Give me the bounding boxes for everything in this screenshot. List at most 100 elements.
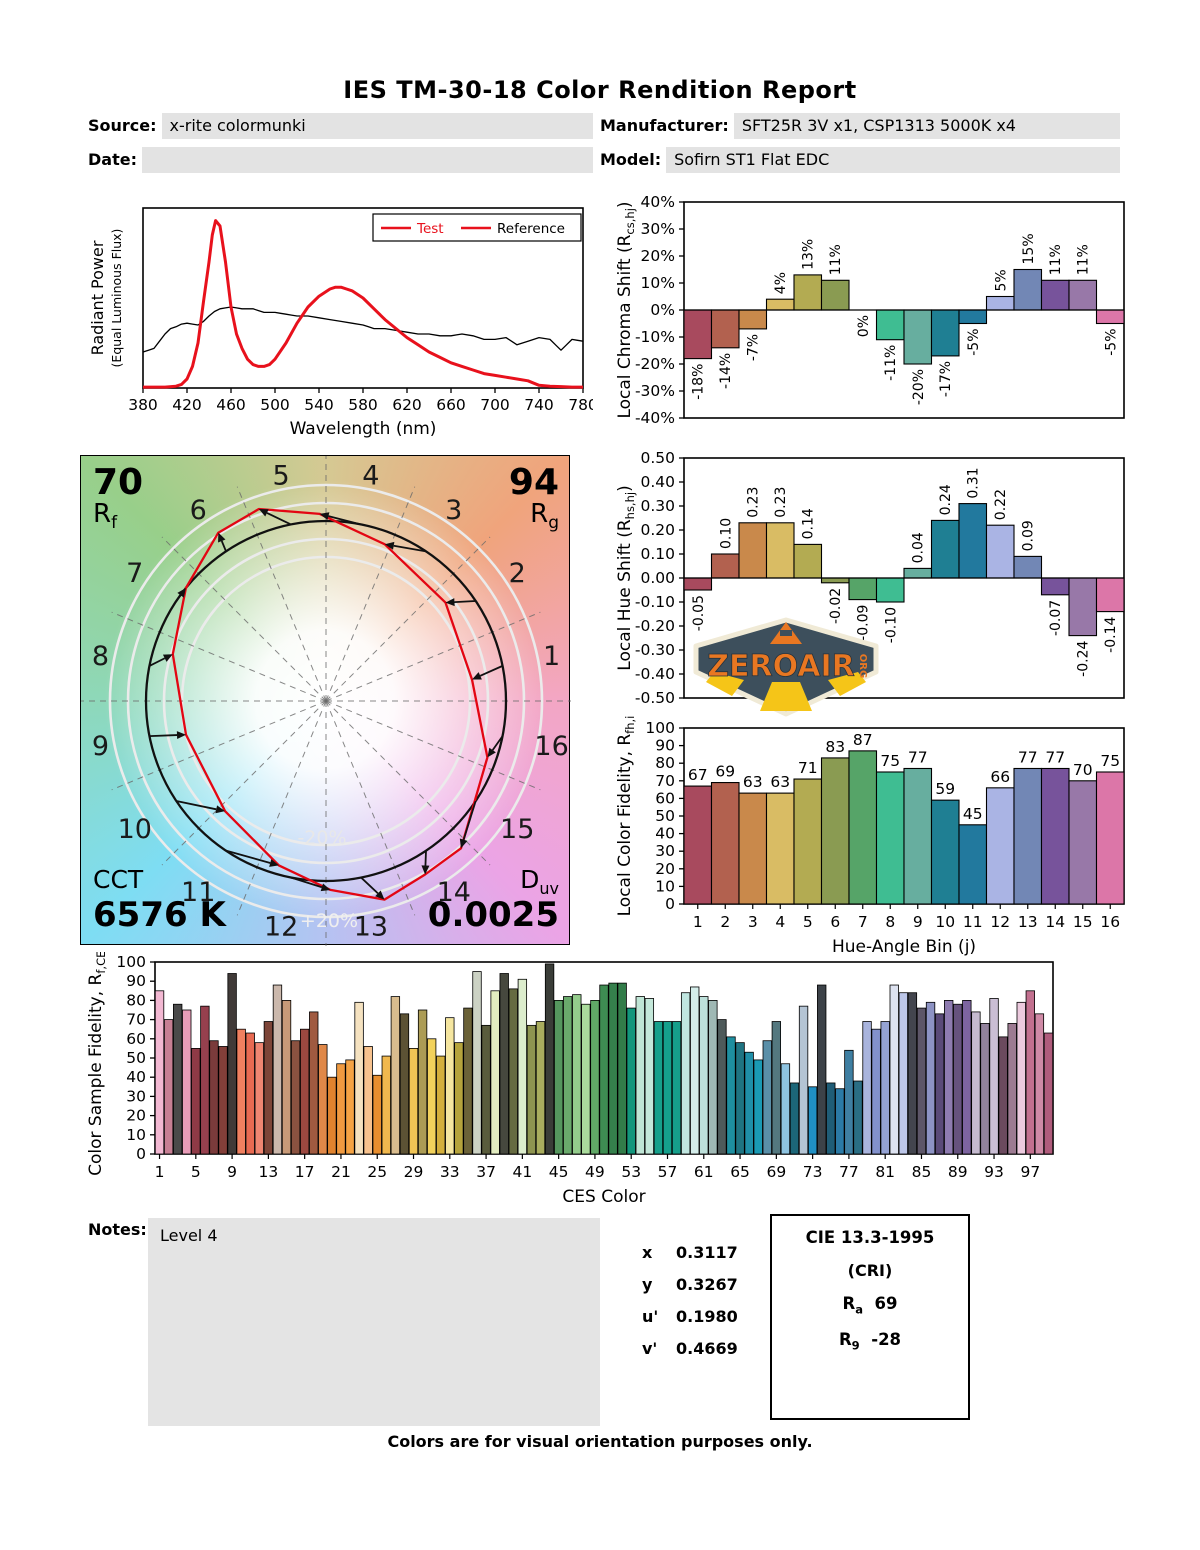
bar-value-label: 5%: [993, 269, 1009, 291]
bar: [1040, 767, 1070, 905]
cri-subtitle: (CRI): [847, 1261, 893, 1280]
bar: [875, 309, 905, 341]
x-tick-label: 25: [367, 1163, 387, 1181]
r9-value: -28: [871, 1330, 902, 1350]
bar: [930, 519, 960, 579]
bar: [765, 792, 795, 905]
bar-value-label: -7%: [746, 334, 762, 361]
shift-arrow: [462, 800, 477, 840]
x-tick-label: 73: [803, 1163, 823, 1181]
x-tick-label: 21: [331, 1163, 351, 1181]
shift-arrow-head: [319, 512, 330, 521]
y-tick-label: -40%: [635, 409, 675, 427]
local-chroma-shift-chart: 40% 30% 20% 10% 0% -10% -20% -30% -40% Local Chro…: [612, 188, 1200, 438]
bar: [390, 996, 401, 1155]
bin-boundary-line: [325, 486, 416, 702]
bar: [826, 1082, 836, 1155]
date-value: [141, 146, 593, 173]
model-value: Sofirn ST1 Flat EDC: [666, 146, 1120, 173]
bar: [517, 978, 528, 1155]
shift-arrow-head: [375, 890, 385, 900]
outer-ring-label: +20%: [300, 910, 358, 932]
shift-arrow: [491, 735, 504, 751]
bar: [958, 309, 988, 325]
x-tick-label: 660: [436, 396, 466, 414]
y-axis-label: Radiant Power: [88, 240, 107, 355]
shift-arrow-head: [384, 541, 395, 550]
x-tick-label: 69: [766, 1163, 786, 1181]
shift-arrow-head: [215, 805, 226, 814]
logo-beam-right: [828, 672, 866, 696]
logo-badge-shape: [693, 617, 879, 717]
bar: [989, 998, 999, 1155]
bar: [765, 298, 795, 311]
y-tick-label: 0.00: [640, 569, 675, 587]
bar: [862, 1021, 872, 1155]
bar: [985, 295, 1015, 311]
bar-value-label: 77: [908, 748, 928, 766]
bar-value-label: 0.23: [746, 487, 762, 518]
bar: [635, 996, 645, 1155]
bar: [227, 973, 237, 1155]
cct-label: CCT: [93, 865, 144, 894]
cri-title: CIE 13.3-1995: [805, 1228, 935, 1247]
bar: [581, 1003, 591, 1155]
local-color-fidelity-chart: 100 90 80 70 60 50 40 30 20 10 0 Local Color Fideli…: [612, 706, 1200, 960]
y-tick-label: 100: [645, 719, 675, 737]
x-tick-label: 740: [524, 396, 554, 414]
x-tick-label: 12: [990, 913, 1010, 931]
bar-value-label: 66: [990, 768, 1010, 786]
y-tick-label: 50: [655, 807, 675, 825]
x-tick-label: 14: [1045, 913, 1065, 931]
bar-value-label: 0%: [856, 315, 872, 337]
x-tick-label: 81: [875, 1163, 895, 1181]
x-tick-label: 460: [216, 396, 246, 414]
bar: [820, 279, 850, 311]
y-tick-label: -0.20: [635, 617, 675, 635]
shift-arrow-head: [269, 859, 279, 867]
inner-ring-label: -20%: [297, 827, 346, 849]
bar-value-label: -0.14: [1103, 617, 1119, 653]
bar: [535, 1021, 546, 1155]
y-tick-label: -0.10: [635, 593, 675, 611]
cct-value: 6576 K: [93, 895, 227, 935]
bar: [553, 1000, 564, 1155]
v-value: 0.4669: [676, 1338, 738, 1358]
x-tick-label: 37: [476, 1163, 496, 1181]
y-tick-label: 100: [116, 953, 146, 971]
bar: [930, 799, 960, 905]
color-vector-graphic: 1 2 3 4 5 6 7 8 9 10 11 12 13 14 15 16 -20% +20% 70 Rf 94 Rg C…: [80, 455, 571, 946]
x-tick-label: 57: [658, 1163, 678, 1181]
shift-arrow: [176, 800, 217, 811]
bar: [762, 1040, 772, 1155]
shift-arrow-head: [177, 587, 186, 598]
shift-arrow: [360, 876, 379, 895]
x-tick-label: 500: [260, 396, 290, 414]
bar: [671, 1021, 682, 1155]
shift-arrow: [266, 512, 292, 526]
manufacturer-row: Manufacturer: SFT25R 3V x1, CSP1313 5000…: [600, 112, 1120, 139]
y-tick-label: 70: [126, 1011, 146, 1029]
x-tick-label: 41: [512, 1163, 532, 1181]
bin-number-label: 7: [126, 558, 143, 589]
y-tick-label: 10%: [641, 274, 675, 292]
bar: [327, 1076, 337, 1155]
y-tick-label: 0.40: [640, 473, 675, 491]
model-row: Model: Sofirn ST1 Flat EDC: [600, 146, 1120, 173]
bar-value-label: 63: [743, 773, 763, 791]
bar: [1013, 767, 1043, 905]
y-tick-label: 30%: [641, 220, 675, 238]
bar: [726, 1036, 736, 1155]
bin-number-label: 12: [264, 912, 298, 943]
bar: [817, 984, 827, 1155]
notes-label: Notes:: [88, 1220, 147, 1239]
legend-label-reference: Reference: [497, 221, 565, 237]
bar: [499, 973, 509, 1155]
shift-arrow-head: [176, 731, 187, 740]
bar: [875, 771, 905, 905]
y-tick-label: 10: [126, 1126, 146, 1144]
bin-number-label: 1: [543, 641, 560, 672]
shift-arrow-head: [487, 747, 496, 758]
logo-wordmark: ZEROAIR: [707, 649, 855, 684]
